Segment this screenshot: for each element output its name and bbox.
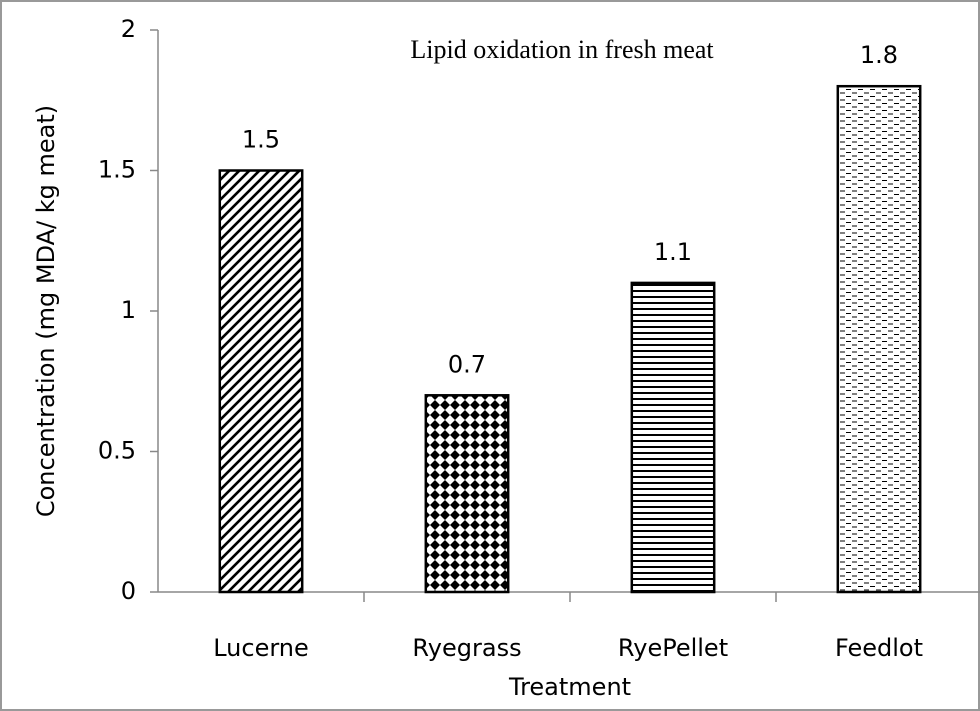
y-tick-label: 1 <box>121 296 136 324</box>
bar <box>630 281 716 594</box>
y-axis-label: Concentration (mg MDA/ kg meat) <box>32 105 60 517</box>
bar <box>836 84 922 594</box>
y-tick-label: 1.5 <box>98 156 136 184</box>
x-tick-label: Lucerne <box>213 634 309 662</box>
x-axis-label: Treatment <box>508 673 631 701</box>
value-label: 1.1 <box>654 238 692 266</box>
value-label: 1.8 <box>860 41 898 69</box>
bar <box>424 394 510 594</box>
value-label: 1.5 <box>242 126 280 154</box>
y-tick-label: 0 <box>121 577 136 605</box>
bar <box>218 169 304 594</box>
y-tick-label: 0.5 <box>98 437 136 465</box>
value-label: 0.7 <box>448 350 486 378</box>
chart-title: Lipid oxidation in fresh meat <box>410 35 714 64</box>
x-tick-label: Feedlot <box>835 634 923 662</box>
x-tick-label: RyePellet <box>618 634 728 662</box>
x-tick-label: Ryegrass <box>412 634 521 662</box>
y-tick-label: 2 <box>121 15 136 43</box>
